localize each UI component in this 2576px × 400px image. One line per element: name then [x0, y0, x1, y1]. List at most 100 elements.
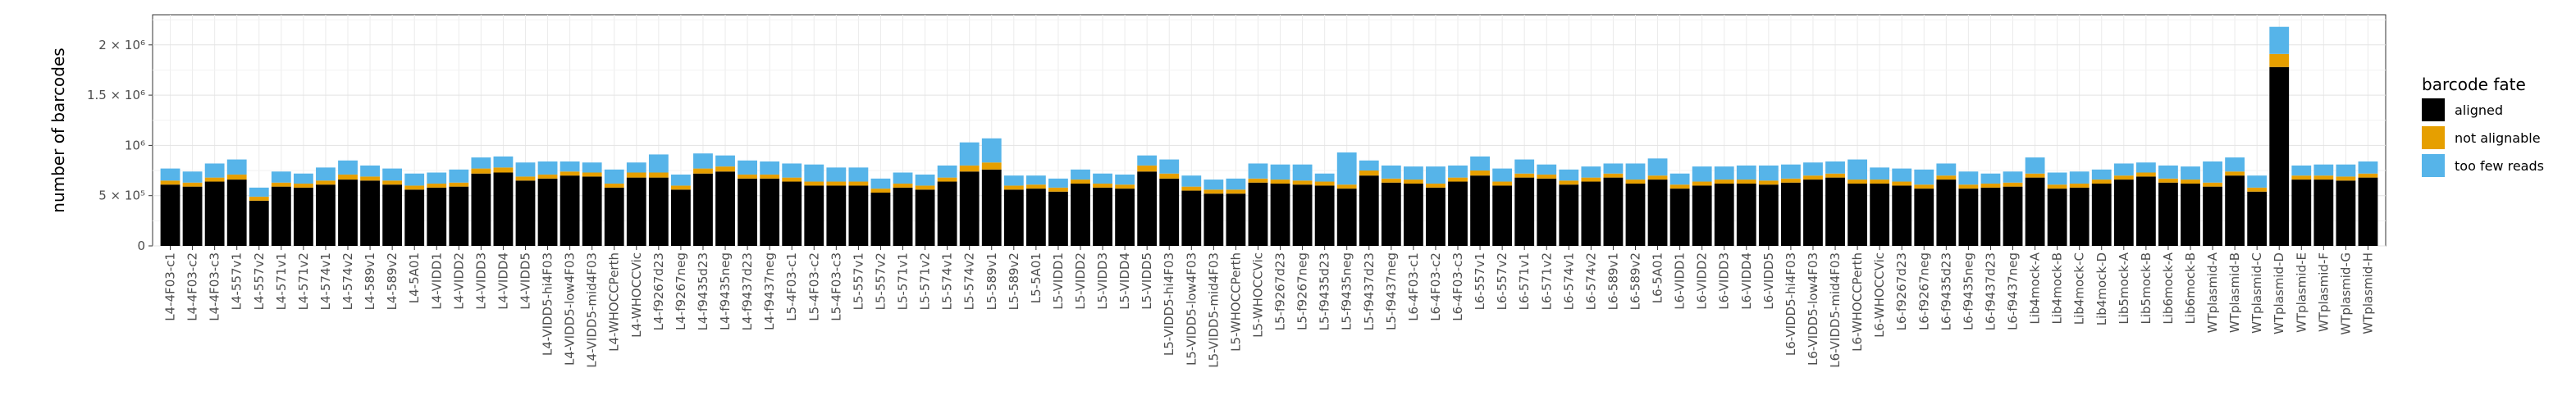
x-tick-label: L5-VIDD2 — [1073, 252, 1088, 310]
bar-segment-too-few-reads — [515, 162, 536, 177]
bar-segment-aligned — [515, 180, 536, 246]
x-tick-label: L6-VIDD4 — [1739, 252, 1754, 310]
bar-segment-too-few-reads — [1159, 159, 1180, 174]
bar-segment-aligned — [738, 178, 757, 246]
bar-segment-too-few-reads — [2025, 157, 2045, 174]
bar-segment-not-alignable — [1048, 187, 1068, 192]
bar-segment-too-few-reads — [760, 161, 780, 175]
x-tick-label: WTplasmid-H — [2360, 252, 2375, 334]
bar-segment-aligned — [1359, 175, 1379, 246]
x-tick-label: Lib4mock-A — [2028, 252, 2043, 324]
y-axis: 0 5 × 10⁵ 10⁶ 1.5 × 10⁶ 2 × 10⁶ — [87, 38, 153, 253]
bar-segment-too-few-reads — [693, 153, 713, 169]
bar-segment-not-alignable — [826, 181, 847, 186]
x-tick-label: Lib6mock-A — [2161, 252, 2176, 324]
x-tick-label: L5-f9437d23 — [1362, 252, 1377, 330]
x-tick-label: L6-WHOCCPerth — [1850, 252, 1865, 352]
x-tick-label: L4-VIDD2 — [451, 252, 466, 310]
bar-segment-not-alignable — [915, 185, 935, 190]
bar-segment-not-alignable — [959, 165, 980, 172]
bar-segment-aligned — [804, 185, 824, 246]
bar-segment-too-few-reads — [1426, 166, 1446, 184]
bar-segment-too-few-reads — [582, 162, 602, 173]
x-tick-label: L4-VIDD5-mid4F03 — [585, 252, 600, 368]
bar-segment-not-alignable — [1669, 184, 1690, 189]
bar-segment-too-few-reads — [2047, 172, 2067, 185]
bar-segment-not-alignable — [2336, 176, 2356, 181]
bar-segment-too-few-reads — [2358, 161, 2378, 174]
bar-segment-aligned — [1781, 182, 1801, 246]
bar-segment-too-few-reads — [204, 163, 225, 178]
bar-segment-aligned — [1892, 185, 1912, 246]
x-tick-label: L6-WHOCCVic — [1872, 252, 1887, 338]
x-axis: L4-4F03-c1 L4-4F03-c2 L4-4F03-c3 L4-557v1 L4… — [163, 246, 2375, 368]
bar-segment-aligned — [2091, 183, 2112, 246]
bar-segment-too-few-reads — [1381, 165, 1401, 179]
bar-segment-aligned — [1025, 189, 1046, 246]
bar-segment-too-few-reads — [2291, 165, 2312, 176]
bar-segment-too-few-reads — [1048, 178, 1068, 188]
bar-segment-not-alignable — [382, 180, 403, 185]
bar-segment-too-few-reads — [382, 168, 403, 181]
x-tick-label: L4-f9435d23 — [696, 252, 710, 330]
legend-label-not-alignable: not alignable — [2455, 130, 2541, 146]
bar-segment-not-alignable — [1336, 184, 1357, 189]
x-tick-label: L5-VIDD5 — [1140, 252, 1154, 310]
bar-segment-aligned — [2113, 180, 2134, 246]
bar-segment-not-alignable — [1936, 175, 1957, 180]
bar-segment-not-alignable — [1426, 183, 1446, 188]
bar-segment-aligned — [204, 181, 225, 246]
bar-segment-too-few-reads — [1270, 164, 1290, 180]
x-tick-label: L6-VIDD2 — [1695, 252, 1710, 310]
bar-segment-too-few-reads — [738, 160, 757, 175]
bar-segment-aligned — [1492, 185, 1513, 246]
bar-segment-not-alignable — [1825, 173, 1845, 178]
bar-segment-aligned — [293, 187, 313, 246]
bar-segment-not-alignable — [715, 166, 735, 172]
x-tick-label: Lib4mock-B — [2050, 252, 2065, 324]
bar-segment-aligned — [1204, 193, 1224, 246]
x-tick-label: L5-4F03-c1 — [784, 252, 799, 321]
x-tick-label: Lib4mock-D — [2094, 252, 2109, 325]
x-tick-label: L5-VIDD5-mid4F03 — [1206, 252, 1221, 368]
x-tick-label: L6-589v2 — [1628, 252, 1642, 310]
bar-segment-not-alignable — [338, 174, 358, 180]
x-tick-label: L4-5A01 — [407, 252, 422, 303]
bar-segment-aligned — [937, 181, 957, 246]
bar-segment-too-few-reads — [1403, 166, 1423, 180]
x-tick-label: L6-4F03-c2 — [1428, 252, 1443, 321]
bar-segment-aligned — [226, 180, 247, 246]
bar-segment-not-alignable — [427, 183, 447, 188]
bar-segment-not-alignable — [2135, 172, 2156, 177]
bar-segment-not-alignable — [2047, 184, 2067, 189]
bar-segment-not-alignable — [404, 185, 425, 190]
bar-segment-too-few-reads — [1336, 152, 1357, 185]
bar-segment-not-alignable — [1892, 181, 1912, 186]
x-tick-label: L6-VIDD3 — [1717, 252, 1732, 310]
legend: barcode fate aligned not alignable too few… — [2422, 75, 2544, 177]
bar-segment-not-alignable — [2158, 178, 2178, 183]
x-tick-label: L5-f9437neg — [1384, 252, 1399, 330]
x-tick-label: L5-f9435neg — [1340, 252, 1354, 330]
x-tick-label: L6-557v1 — [1473, 252, 1487, 310]
bar-segment-not-alignable — [1403, 180, 1423, 184]
bar-segment-aligned — [1181, 190, 1202, 246]
bar-segment-not-alignable — [604, 183, 624, 188]
bar-segment-aligned — [2047, 189, 2067, 246]
bar-segment-too-few-reads — [1980, 173, 2001, 184]
bar-segment-not-alignable — [1581, 177, 1601, 182]
bar-segment-too-few-reads — [2069, 171, 2090, 184]
x-tick-label: L5-557v2 — [873, 252, 888, 310]
bar-segment-too-few-reads — [915, 174, 935, 186]
y-tick-label: 0 — [137, 239, 145, 253]
bar-segment-not-alignable — [848, 181, 869, 186]
bar-segment-not-alignable — [2358, 173, 2378, 178]
bar-segment-aligned — [848, 185, 869, 246]
x-tick-label: L4-WHOCCVic — [629, 252, 644, 338]
bar-segment-not-alignable — [2069, 183, 2090, 188]
x-tick-label: L4-f9267d23 — [651, 252, 666, 330]
bar-segment-aligned — [1226, 193, 1246, 246]
bar-segment-not-alignable — [1270, 180, 1290, 184]
x-tick-label: L4-VIDD5-hi4F03 — [541, 252, 555, 356]
x-tick-label: L4-VIDD5 — [518, 252, 532, 310]
